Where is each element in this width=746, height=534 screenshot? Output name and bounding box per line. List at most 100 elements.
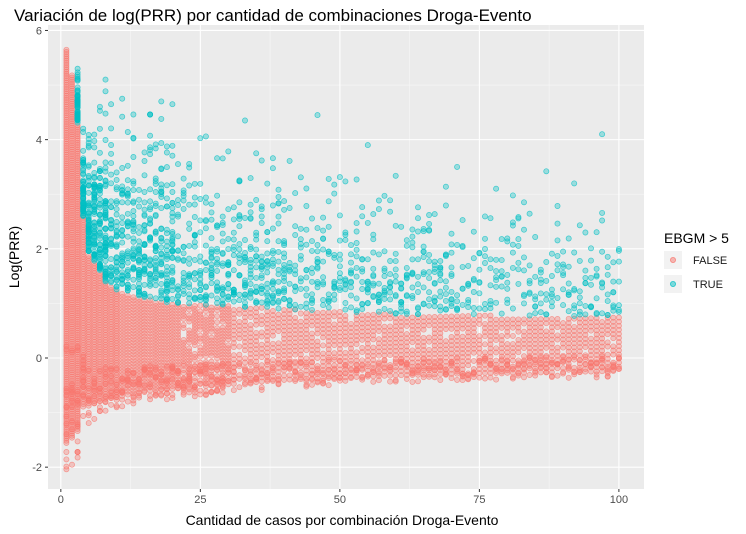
point-false [236, 361, 243, 368]
point-false [381, 323, 388, 330]
point-true [314, 225, 321, 232]
point-false [69, 166, 75, 173]
point-true [113, 254, 120, 261]
point-false [487, 361, 494, 368]
point-true [442, 297, 449, 304]
point-false [80, 383, 87, 390]
point-true [186, 201, 193, 208]
point-true [604, 271, 611, 278]
point-true [119, 262, 126, 269]
point-false [565, 374, 572, 381]
point-false [225, 361, 232, 368]
point-true [124, 218, 131, 225]
point-true [163, 164, 170, 171]
point-false [359, 312, 366, 319]
point-true [258, 157, 265, 164]
point-true [392, 222, 399, 229]
point-false [342, 349, 349, 356]
point-true [96, 185, 103, 192]
point-false [113, 404, 120, 411]
point-false [124, 331, 131, 338]
point-true-outlier [102, 76, 109, 83]
point-true [292, 283, 299, 290]
point-true [163, 195, 170, 202]
point-false [152, 381, 159, 387]
point-true [543, 259, 550, 265]
point-false [242, 355, 248, 362]
point-true [253, 289, 260, 295]
point-true [515, 236, 522, 243]
point-false [63, 228, 70, 235]
point-true [281, 267, 288, 274]
point-false [63, 361, 70, 368]
point-false [69, 116, 75, 123]
point-true [415, 204, 421, 211]
point-true [258, 206, 265, 213]
point-true [281, 238, 288, 245]
point-false [548, 359, 555, 366]
point-true [565, 235, 572, 242]
point-true [108, 160, 115, 167]
point-false [242, 366, 248, 373]
point-true [158, 225, 165, 232]
point-true [359, 204, 366, 211]
point-false [482, 320, 488, 327]
point-true [493, 256, 500, 263]
point-false [426, 358, 433, 365]
point-true [448, 264, 455, 271]
point-false [498, 368, 505, 375]
point-false [348, 320, 354, 327]
point-true [588, 257, 594, 264]
point-true [197, 217, 204, 224]
point-true [576, 294, 583, 301]
point-true [175, 197, 181, 204]
point-true [320, 279, 327, 286]
point-true [281, 198, 288, 205]
point-false [74, 163, 81, 170]
point-true [487, 265, 494, 272]
point-false [74, 391, 81, 398]
point-false [124, 304, 131, 311]
point-false [124, 301, 131, 308]
point-false [119, 362, 126, 369]
point-false [119, 347, 126, 354]
point-true [309, 291, 315, 298]
point-false [554, 361, 561, 368]
point-false [498, 333, 505, 339]
point-true [147, 198, 154, 205]
point-false [74, 360, 81, 367]
point-true [136, 224, 142, 231]
point-false [136, 394, 142, 401]
point-false [74, 255, 81, 262]
point-false [69, 209, 75, 216]
point-false [119, 290, 126, 297]
point-false [202, 392, 209, 399]
point-true [269, 292, 276, 299]
point-true [197, 135, 204, 142]
point-false [69, 238, 75, 245]
point-false [169, 340, 176, 347]
point-false [119, 344, 126, 351]
point-false [236, 306, 243, 313]
point-true [175, 299, 181, 306]
point-false [69, 242, 75, 249]
point-true [124, 233, 131, 240]
point-true [532, 234, 539, 240]
point-true [152, 141, 159, 148]
point-false [119, 389, 126, 396]
point-false [63, 162, 70, 169]
point-false [63, 297, 70, 304]
point-false [69, 406, 75, 413]
point-false [63, 287, 70, 293]
point-false [309, 330, 315, 337]
point-false [74, 277, 81, 284]
point-false [69, 312, 75, 319]
point-false [63, 411, 70, 418]
point-true [309, 215, 315, 222]
point-false [130, 300, 137, 307]
point-true [387, 271, 394, 278]
point-false [63, 293, 70, 300]
point-true [91, 234, 98, 241]
point-true [336, 212, 343, 219]
point-false [74, 135, 81, 142]
